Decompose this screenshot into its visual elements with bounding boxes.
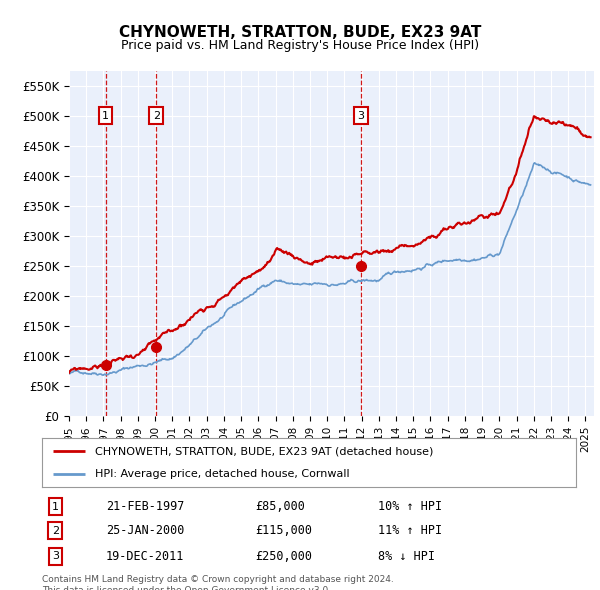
Text: 21-FEB-1997: 21-FEB-1997: [106, 500, 184, 513]
Text: Price paid vs. HM Land Registry's House Price Index (HPI): Price paid vs. HM Land Registry's House …: [121, 39, 479, 52]
Text: CHYNOWETH, STRATTON, BUDE, EX23 9AT: CHYNOWETH, STRATTON, BUDE, EX23 9AT: [119, 25, 481, 40]
Text: 2: 2: [153, 111, 160, 121]
Text: 3: 3: [358, 111, 364, 121]
Text: 1: 1: [102, 111, 109, 121]
Text: 8% ↓ HPI: 8% ↓ HPI: [379, 550, 436, 563]
Text: CHYNOWETH, STRATTON, BUDE, EX23 9AT (detached house): CHYNOWETH, STRATTON, BUDE, EX23 9AT (det…: [95, 446, 434, 456]
Text: 11% ↑ HPI: 11% ↑ HPI: [379, 524, 443, 537]
Text: £250,000: £250,000: [256, 550, 313, 563]
Text: HPI: Average price, detached house, Cornwall: HPI: Average price, detached house, Corn…: [95, 468, 350, 478]
Text: Contains HM Land Registry data © Crown copyright and database right 2024.
This d: Contains HM Land Registry data © Crown c…: [42, 575, 394, 590]
Text: £115,000: £115,000: [256, 524, 313, 537]
Text: £85,000: £85,000: [256, 500, 305, 513]
Text: 10% ↑ HPI: 10% ↑ HPI: [379, 500, 443, 513]
Text: 25-JAN-2000: 25-JAN-2000: [106, 524, 184, 537]
Text: 1: 1: [52, 502, 59, 512]
Text: 3: 3: [52, 551, 59, 561]
Text: 19-DEC-2011: 19-DEC-2011: [106, 550, 184, 563]
Text: 2: 2: [52, 526, 59, 536]
